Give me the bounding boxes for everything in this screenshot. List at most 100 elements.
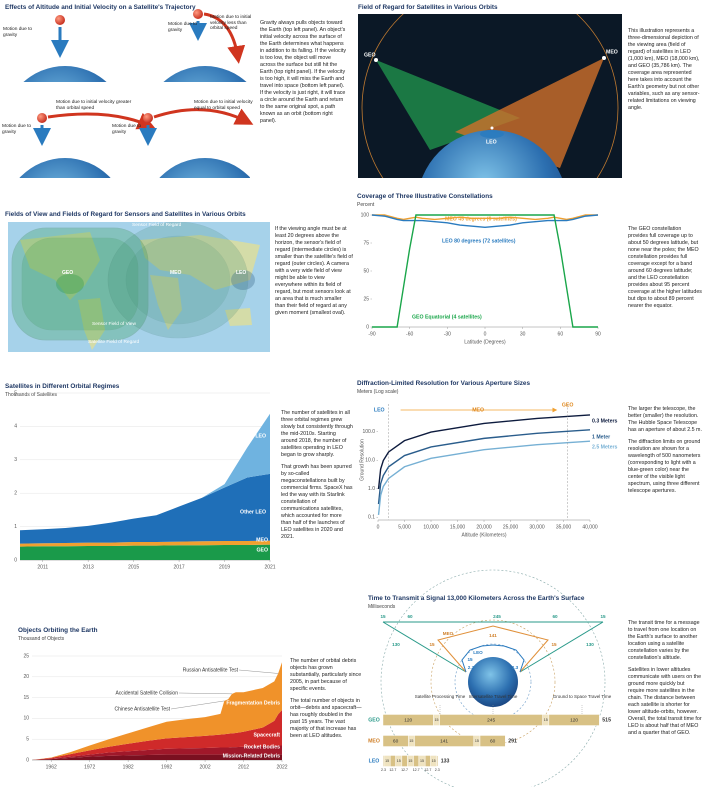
- y-tick-label: 2: [14, 491, 17, 497]
- segment-label: 2.3: [435, 768, 440, 772]
- row-label: GEO: [368, 717, 380, 723]
- total-label: 515: [602, 717, 611, 723]
- segment-label: 12.7: [389, 768, 396, 772]
- y-axis-label: Ground Resolution: [359, 439, 365, 481]
- segment-label: 12.7: [413, 768, 420, 772]
- segment-label: 141: [440, 738, 448, 744]
- x-tick-label: 2021: [264, 564, 275, 570]
- series-line: [371, 214, 599, 229]
- x-tick-label: 5,000: [398, 524, 411, 530]
- y-axis-unit: Percent: [357, 202, 375, 208]
- x-tick-label: 1962: [46, 764, 57, 770]
- series-label: GEO Equatorial (4 satellites): [412, 314, 482, 320]
- x-tick-label: 25,000: [503, 524, 519, 530]
- y-axis-unit: Thousands of Satellites: [5, 392, 57, 398]
- y-axis-unit: Thousand of Objects: [18, 636, 65, 642]
- annotation: Russian Antisatellite Test: [183, 667, 239, 673]
- series-label: Spacecraft: [253, 732, 280, 738]
- orbit-label: LEO: [486, 139, 497, 145]
- paragraph: The larger the telescope, the better (sm…: [628, 406, 702, 433]
- x-tick-label: 0: [484, 331, 487, 337]
- arc-label: 15: [600, 614, 606, 619]
- diagram-label: Motion due to gravity: [2, 124, 32, 135]
- arc-label: 60: [552, 614, 558, 619]
- segment-label: 15: [544, 718, 548, 722]
- arc-label: 245: [493, 614, 501, 619]
- series-label: MEO: [256, 537, 268, 543]
- y-tick-label: 1: [14, 524, 17, 530]
- arc-label: 130: [392, 642, 400, 647]
- bar-segment: [424, 755, 431, 767]
- map-label: LEO: [236, 270, 247, 276]
- body-text: This illustration represents a three-dim…: [628, 28, 702, 117]
- segment-label: 15: [408, 759, 412, 763]
- segment-label: 245: [487, 717, 495, 723]
- row-label: LEO: [369, 758, 380, 764]
- x-axis-label: Altitude (Kilometers): [461, 532, 506, 538]
- y-tick-label: 0: [26, 757, 29, 763]
- annotation-leader: [170, 700, 225, 710]
- map-label: MEO: [170, 270, 182, 276]
- body-text: The larger the telescope, the better (sm…: [628, 406, 702, 500]
- segment-label: 2.3: [381, 768, 386, 772]
- x-tick-label: 1982: [123, 764, 134, 770]
- orbit-label: LEO: [374, 407, 385, 413]
- x-tick-label: 2013: [83, 564, 94, 570]
- segment-label: 15: [409, 739, 413, 743]
- map-label: Sensor Field of Regard: [132, 223, 182, 228]
- bar-segment: [401, 755, 408, 767]
- world-map: [8, 222, 270, 352]
- arc-label: MEO: [443, 631, 454, 636]
- x-tick-label: 20,000: [476, 524, 492, 530]
- y-tick-label: 100.0: [362, 429, 375, 435]
- series-label: Fragmentation Debris: [226, 700, 280, 706]
- y-tick-label: 10: [23, 716, 29, 722]
- x-tick-label: 2011: [37, 564, 48, 570]
- x-tick-label: 1972: [84, 764, 95, 770]
- diagram-label: Intersatellite Travel Time: [469, 694, 518, 699]
- x-tick-label: 2022: [276, 764, 287, 770]
- diagram-label: Motion due to gravity: [168, 22, 198, 33]
- y-tick-label: 5: [26, 737, 29, 743]
- segment-label: 15: [475, 739, 479, 743]
- paragraph: The diffraction limits on ground resolut…: [628, 439, 701, 494]
- chart-title: Coverage of Three Illustrative Constella…: [357, 193, 493, 200]
- arc-label: 15: [467, 657, 473, 662]
- earth-top: [23, 66, 247, 82]
- x-tick-label: -60: [406, 331, 413, 337]
- map-label: Sensor Field of View: [92, 322, 136, 327]
- x-tick-label: 2017: [174, 564, 185, 570]
- arc-label: 2.3: [468, 665, 475, 670]
- arc-label: 60: [407, 614, 413, 619]
- panel-title: Effects of Altitude and Initial Velocity…: [5, 4, 196, 11]
- stacked-area: [32, 710, 282, 760]
- arc-label: 15: [380, 614, 386, 619]
- y-tick-label: 15: [23, 695, 29, 701]
- x-tick-label: 40,000: [582, 524, 598, 530]
- stacked-area: [32, 745, 282, 760]
- segment-label: 15: [420, 759, 424, 763]
- segment-label: 60: [393, 738, 399, 744]
- y-tick-label: 25: [23, 653, 29, 659]
- total-label: 291: [508, 738, 517, 744]
- body-text: The number of satellites in all three or…: [281, 410, 353, 546]
- y-tick-label: 1.0: [368, 486, 375, 492]
- y-tick-label: 20: [23, 674, 29, 680]
- y-tick-label: 100: [361, 212, 370, 218]
- x-tick-label: 90: [595, 331, 601, 337]
- arc-label: LEO: [473, 650, 483, 655]
- arc-label: 2.3: [512, 665, 519, 670]
- stacked-area: [20, 540, 270, 547]
- x-tick-label: 1992: [161, 764, 172, 770]
- arc-label: 15: [429, 642, 435, 647]
- earth-bottom: [19, 158, 250, 178]
- bar-segment: [413, 755, 420, 767]
- annotation-leader: [238, 669, 279, 674]
- paragraph: That growth has been spurred by so-calle…: [281, 464, 353, 540]
- bar-segment: [548, 714, 600, 726]
- panel-title: Fields of View and Fields of Regard for …: [5, 211, 246, 218]
- body-text: The GEO constellation provides full cove…: [628, 226, 702, 315]
- y-tick-label: 0: [14, 557, 17, 563]
- paragraph: The total number of objects in orbit—deb…: [290, 698, 362, 739]
